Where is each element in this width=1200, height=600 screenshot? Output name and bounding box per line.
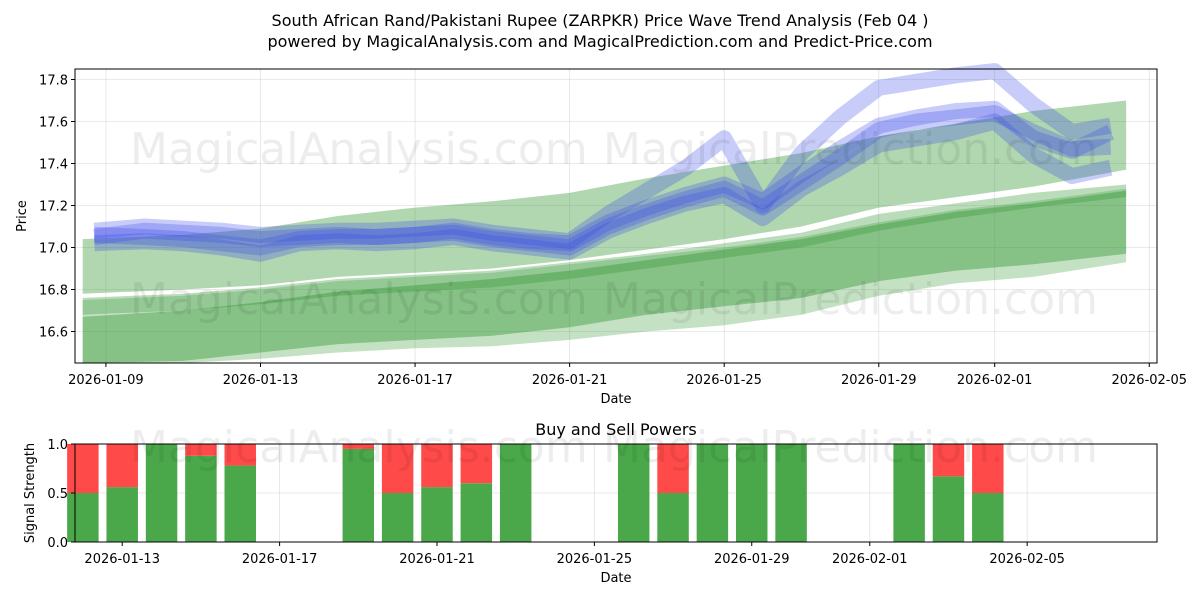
price-plot-frame — [74, 68, 1158, 364]
price-xtick-label-3: 2026-01-21 — [532, 373, 608, 388]
price-wave-0 — [93, 100, 1115, 252]
sell-bar-3 — [185, 444, 217, 456]
buy-bar-12 — [696, 444, 729, 542]
signal-ytick-label-2: 1.0 — [47, 438, 68, 453]
buy-bar-2 — [145, 444, 178, 542]
sell-bar-4 — [224, 444, 256, 466]
watermark-analysis-bottom: MagicalAnalysis.com — [130, 422, 588, 473]
price-band-0 — [82, 100, 1127, 294]
signal-xtick-label-6: 2026-02-05 — [989, 552, 1065, 567]
price-xtick-label-0: 2026-01-09 — [68, 373, 144, 388]
price-ytick-label-0: 16.6 — [39, 326, 68, 341]
signal-x-axis: 2026-01-13 2026-01-17 2026-01-21 2026-01-25… — [84, 542, 1065, 567]
price-xtick-label-6: 2026-02-01 — [957, 373, 1033, 388]
price-xtick-label-1: 2026-01-13 — [223, 373, 299, 388]
chart-title-line2: powered by MagicalAnalysis.com and Magic… — [267, 32, 932, 51]
buy-bar-1 — [106, 487, 138, 542]
price-ytick-label-4: 17.4 — [39, 158, 68, 173]
buy-bar-8 — [460, 483, 493, 542]
price-wave-2 — [93, 113, 1113, 262]
price-bands — [82, 100, 1127, 363]
buy-bar-15 — [893, 444, 925, 542]
signal-xtick-label-3: 2026-01-25 — [557, 552, 633, 567]
price-xtick-label-7: 2026-02-05 — [1111, 373, 1187, 388]
buy-bar-9 — [499, 444, 532, 542]
price-y-axis: 16.6 16.8 17.0 17.2 17.4 17.6 17.8 — [39, 74, 75, 341]
price-band-1 — [82, 184, 1127, 315]
price-wave-3 — [93, 105, 1112, 256]
buy-bar-17 — [972, 493, 1004, 542]
price-ytick-label-6: 17.8 — [39, 74, 68, 89]
buy-bar-4 — [224, 465, 256, 542]
signal-panel: Buy and Sell Powers MagicalAnalysis.com … — [23, 420, 1158, 586]
signal-bars — [67, 444, 1004, 542]
sell-bar-11 — [657, 444, 689, 493]
sell-bar-6 — [381, 444, 414, 493]
price-wave-1 — [93, 63, 1112, 250]
sell-bar-16 — [932, 444, 965, 477]
watermark-prediction-bottom: MagicalPrediction.com — [603, 422, 1098, 473]
sell-bar-7 — [421, 444, 453, 488]
price-ytick-label-1: 16.8 — [39, 284, 68, 299]
price-ytick-label-3: 17.2 — [39, 200, 68, 215]
price-ytick-label-5: 17.6 — [39, 116, 68, 131]
price-band-2 — [82, 190, 1127, 363]
signal-title: Buy and Sell Powers — [535, 420, 697, 439]
buy-bar-14 — [775, 444, 807, 542]
price-band-3 — [82, 188, 1127, 363]
buy-bar-10 — [617, 444, 650, 542]
price-xtick-label-4: 2026-01-25 — [686, 373, 762, 388]
price-ytick-label-2: 17.0 — [39, 242, 68, 257]
sell-bar-17 — [972, 444, 1004, 493]
signal-y-label: Signal Strength — [23, 443, 38, 543]
buy-bar-3 — [185, 455, 217, 542]
chart-title-line1: South African Rand/Pakistani Rupee (ZARP… — [272, 11, 929, 30]
sell-bar-8 — [460, 444, 493, 484]
signal-xtick-label-2: 2026-01-21 — [399, 552, 475, 567]
sell-bar-5 — [342, 444, 375, 449]
buy-bar-7 — [421, 487, 453, 542]
price-x-axis: 2026-01-09 2026-01-13 2026-01-17 2026-01-21… — [68, 363, 1187, 388]
price-y-label: Price — [15, 200, 30, 232]
signal-y-axis: 0.0 0.5 1.0 — [47, 438, 75, 551]
price-x-label: Date — [600, 392, 631, 407]
signal-xtick-label-0: 2026-01-13 — [84, 552, 160, 567]
watermark-analysis-mid: MagicalAnalysis.com — [130, 274, 588, 325]
watermark-prediction-mid: MagicalPrediction.com — [603, 274, 1098, 325]
price-panel: MagicalAnalysis.com MagicalPrediction.co… — [15, 63, 1187, 407]
signal-xtick-label-1: 2026-01-17 — [242, 552, 318, 567]
signal-xtick-label-5: 2026-02-01 — [832, 552, 908, 567]
buy-bar-16 — [932, 476, 965, 542]
signal-xtick-label-4: 2026-01-29 — [714, 552, 790, 567]
price-gridlines — [75, 69, 1157, 363]
price-xtick-label-5: 2026-01-29 — [841, 373, 917, 388]
sell-bar-1 — [106, 444, 138, 488]
price-xtick-label-2: 2026-01-17 — [377, 373, 453, 388]
watermark-prediction-top: MagicalPrediction.com — [603, 124, 1098, 175]
signal-x-label: Date — [600, 571, 631, 586]
signal-ytick-label-1: 0.5 — [47, 487, 68, 502]
buy-bar-6 — [381, 493, 414, 542]
buy-bar-11 — [657, 493, 689, 542]
buy-bar-13 — [736, 444, 768, 542]
signal-ytick-label-0: 0.0 — [47, 536, 68, 551]
sell-bar-0 — [67, 444, 99, 493]
buy-bar-5 — [342, 448, 375, 542]
price-waves — [93, 63, 1115, 262]
watermark-analysis-top: MagicalAnalysis.com — [130, 124, 588, 175]
buy-bar-0 — [67, 493, 99, 542]
